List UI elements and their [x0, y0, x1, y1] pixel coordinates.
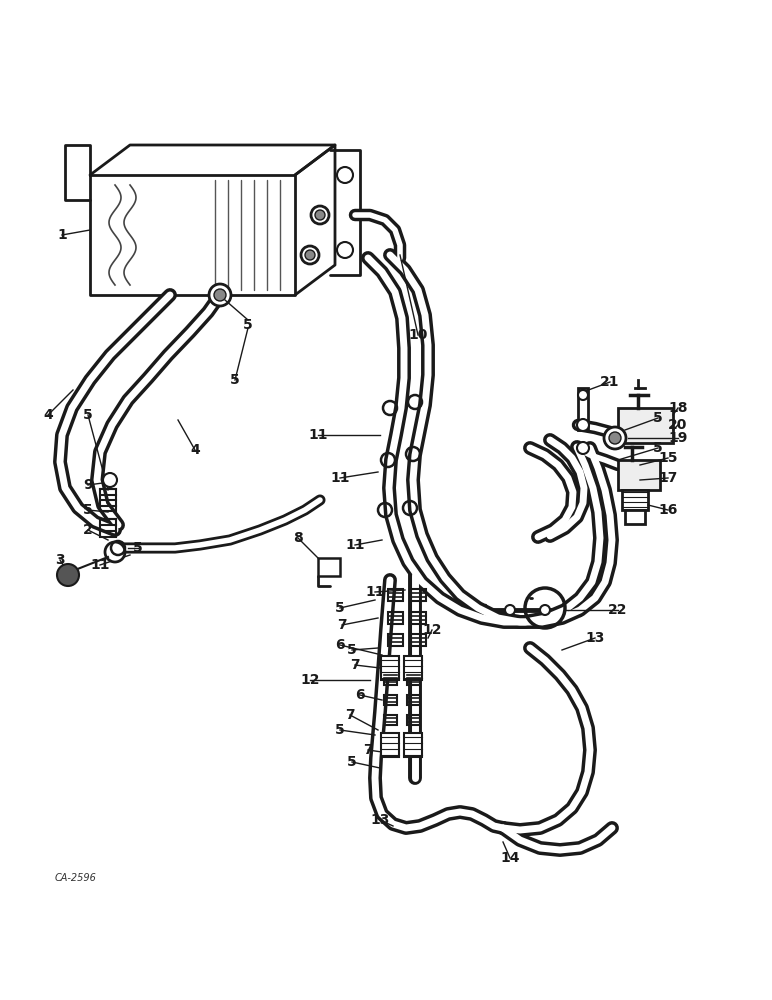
Bar [407, 695, 419, 705]
Bar [407, 715, 419, 725]
Circle shape [311, 206, 329, 224]
Text: 9: 9 [83, 478, 93, 492]
Bar [384, 695, 397, 705]
Text: 6: 6 [355, 688, 365, 702]
Text: 5: 5 [83, 503, 93, 517]
Text: CA-2596: CA-2596 [55, 873, 96, 883]
Circle shape [305, 250, 315, 260]
Bar [404, 733, 422, 757]
Circle shape [105, 542, 125, 562]
Text: 13: 13 [371, 813, 390, 827]
Text: 7: 7 [337, 618, 347, 632]
Circle shape [604, 427, 626, 449]
Text: 16: 16 [659, 503, 678, 517]
Bar [381, 656, 399, 680]
Bar [100, 489, 116, 511]
Text: 2: 2 [83, 523, 93, 537]
Bar [388, 589, 402, 601]
Bar [388, 612, 402, 624]
Text: 11: 11 [345, 538, 364, 552]
Circle shape [301, 246, 319, 264]
Text: 14: 14 [500, 851, 520, 865]
Bar [578, 388, 588, 430]
Circle shape [337, 167, 353, 183]
Text: 4: 4 [43, 408, 52, 422]
Text: 5: 5 [230, 373, 240, 387]
Bar [411, 589, 425, 601]
Text: 8: 8 [293, 531, 303, 545]
Bar [388, 634, 402, 646]
Bar [411, 634, 425, 646]
Text: 5: 5 [83, 408, 93, 422]
Bar [384, 675, 397, 685]
Text: 12: 12 [300, 673, 320, 687]
Text: 11: 11 [330, 471, 350, 485]
Circle shape [337, 242, 353, 258]
Text: 11: 11 [308, 428, 328, 442]
Circle shape [214, 289, 226, 301]
Bar [384, 715, 397, 725]
Circle shape [577, 419, 589, 431]
Circle shape [540, 605, 550, 615]
Text: 1: 1 [57, 228, 67, 242]
Text: 20: 20 [669, 418, 688, 432]
Circle shape [209, 284, 231, 306]
Text: 5: 5 [243, 318, 253, 332]
Text: 21: 21 [601, 375, 620, 389]
Circle shape [577, 442, 589, 454]
Text: 18: 18 [669, 401, 688, 415]
Text: 15: 15 [659, 451, 678, 465]
Text: 13: 13 [585, 631, 604, 645]
Circle shape [609, 432, 621, 444]
Text: 5: 5 [347, 755, 357, 769]
Bar [404, 656, 422, 680]
Circle shape [103, 473, 117, 487]
Text: 6: 6 [335, 638, 345, 652]
Bar [618, 460, 660, 490]
Bar [407, 675, 419, 685]
Bar [625, 510, 645, 524]
Bar [622, 490, 648, 510]
Text: 3: 3 [55, 553, 65, 567]
Circle shape [578, 390, 588, 400]
Circle shape [315, 210, 325, 220]
Text: 22: 22 [608, 603, 628, 617]
Text: 4: 4 [190, 443, 200, 457]
Bar [381, 733, 399, 757]
Text: 5: 5 [133, 541, 143, 555]
Circle shape [57, 564, 79, 586]
Text: 12: 12 [422, 623, 442, 637]
Text: 11: 11 [365, 585, 384, 599]
Text: 17: 17 [659, 471, 678, 485]
Bar [100, 519, 116, 537]
Circle shape [505, 605, 515, 615]
Text: 19: 19 [669, 431, 688, 445]
Text: 7: 7 [363, 743, 373, 757]
Text: 11: 11 [90, 558, 110, 572]
Text: 7: 7 [345, 708, 355, 722]
Text: 10: 10 [408, 328, 428, 342]
Text: 7: 7 [350, 658, 360, 672]
Text: 5: 5 [653, 441, 663, 455]
Bar [411, 612, 425, 624]
Text: 5: 5 [335, 723, 345, 737]
Text: 5: 5 [347, 643, 357, 657]
Text: 5: 5 [653, 411, 663, 425]
Text: 5: 5 [335, 601, 345, 615]
Bar [618, 408, 673, 443]
Bar [318, 558, 340, 576]
